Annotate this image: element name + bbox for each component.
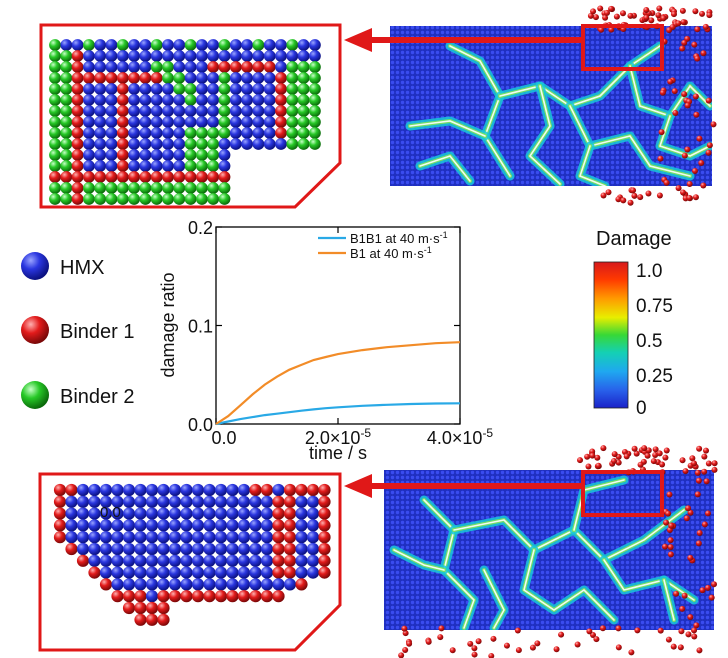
colorbar-tick-label: 0.25 [636,366,673,387]
top-damage-map [390,5,717,206]
legend-binder1-sphere-icon [21,316,49,344]
bottom-damage-map [384,445,718,658]
chart-axis-ticks: 0.0 2.0×10-5 4.0×10-5 0.0 0.1 0.2 [188,218,493,448]
legend-item-binder-2: Binder 2 [21,381,135,409]
chart-x-axis-label: time / s [309,443,367,463]
damage-ratio-chart: 0.0 2.0×10-5 4.0×10-5 0.0 0.1 0.2 B1B1 at 40 … [158,218,493,463]
chart-legend-label: B1B1 at 40 m·s-1 [350,230,448,246]
legend-binder1-label: Binder 1 [60,321,135,343]
legend-item-binder-1: Binder 1 [21,316,135,344]
y-tick-label: 0.2 [188,218,213,238]
bottom-zoom-arrow [344,474,583,498]
series-line-2 [215,341,461,425]
colorbar-gradient [593,261,629,409]
bottom-zoom-inset: 0.0 [38,472,342,652]
x-tick-label: 4.0×10-5 [427,426,494,448]
y-tick-label: 0.1 [188,317,213,337]
chart-legend-label: B1 at 40 m·s-1 [350,245,432,261]
colorbar-tick-label: 0.5 [636,331,662,352]
legend-hmx-sphere-icon [21,252,49,280]
top-map-highlight-box [581,24,664,71]
bottom-zoom-particles [53,483,331,626]
chart-legend: B1B1 at 40 m·s-1B1 at 40 m·s-1 [318,230,448,261]
particle-legend: HMX Binder 1 Binder 2 [21,252,135,409]
colorbar-tick-label: 0 [636,398,647,419]
y-tick-label: 0.0 [188,415,213,435]
top-map-debris [587,5,717,206]
bottom-map-highlight-box [581,470,664,517]
top-zoom-particles [49,39,321,205]
bottom-zoom-stray-label: 0.0 [100,504,121,521]
x-tick-label: 0.0 [211,428,236,448]
colorbar-title: Damage [596,228,672,250]
top-map-cracks [405,41,712,186]
chart-y-axis-label: damage ratio [158,272,178,377]
legend-binder2-sphere-icon [21,381,49,409]
top-zoom-arrow [344,28,583,52]
top-zoom-inset [39,23,342,209]
damage-colorbar: Damage 1.0 0.75 0.5 0.25 0 [593,228,673,419]
colorbar-tick-label: 1.0 [636,261,662,282]
legend-binder2-label: Binder 2 [60,386,135,408]
legend-item-hmx: HMX [21,252,104,280]
chart-series-lines [215,341,461,426]
legend-hmx-label: HMX [60,257,104,279]
x-tick-label: 2.0×10-5 [305,426,372,448]
colorbar-tick-label: 0.75 [636,296,673,317]
series-line-1 [215,402,461,426]
